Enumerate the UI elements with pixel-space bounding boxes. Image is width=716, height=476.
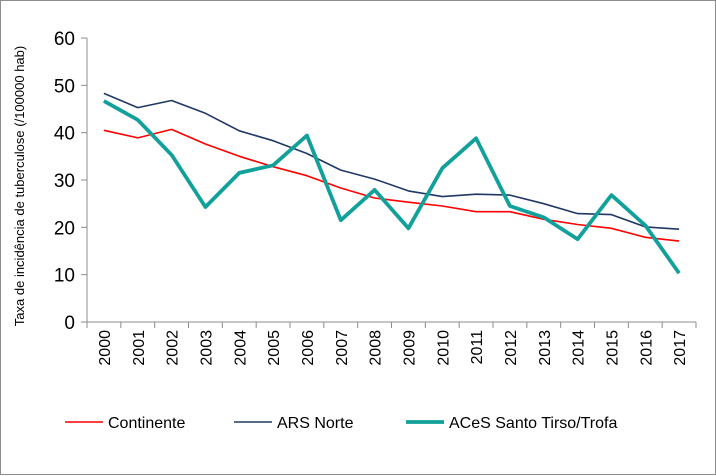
x-tick-label: 2000 [97,330,114,366]
legend-label: ARS Norte [277,415,354,432]
series-line-ars-norte [103,92,680,230]
x-tick-label: 2003 [198,330,215,366]
x-tick-label: 2004 [232,330,249,366]
x-tick-label: 2016 [638,330,655,366]
x-tick-label: 2001 [131,330,148,366]
x-tick-label: 2010 [435,330,452,366]
series-line-continente [103,128,680,242]
y-tick-label: 40 [54,124,75,145]
y-tick-label: 30 [54,171,75,192]
series-line-aces-santo-tirso-trofa [102,99,681,275]
x-tick-label: 2007 [334,330,351,366]
y-tick-label: 50 [54,76,75,97]
x-tick-label: 2012 [503,330,520,366]
x-axis-ticks: 2000 2001 2002 2003 2004 2005 2006 2007 2008 2009… [86,322,697,366]
legend-label: Continente [108,415,185,432]
x-tick-label: 2015 [604,330,621,366]
legend-label: ACeS Santo Tirso/Trofa [449,415,617,432]
x-tick-label: 2006 [300,330,317,366]
x-tick-label: 2005 [266,330,283,366]
x-tick-label: 2014 [571,330,588,366]
axes [86,38,696,323]
y-tick-label: 20 [54,218,75,239]
y-tick-label: 0 [64,313,75,334]
x-tick-label: 2002 [165,330,182,366]
y-axis-ticks: 0 10 20 30 40 50 60 [54,29,87,334]
series-layer [102,92,681,275]
y-axis-title: Taxa de incidência de tuberculose (/1000… [12,46,27,326]
y-tick-label: 60 [54,29,75,50]
x-tick-label: 2009 [401,330,418,366]
legend: Continente ARS Norte ACeS Santo Tirso/Trof… [65,415,617,432]
x-tick-label: 2017 [672,330,689,366]
y-tick-label: 10 [54,266,75,287]
x-tick-label: 2013 [537,330,554,366]
x-tick-label: 2008 [368,330,385,366]
x-tick-label: 2011 [469,330,486,365]
